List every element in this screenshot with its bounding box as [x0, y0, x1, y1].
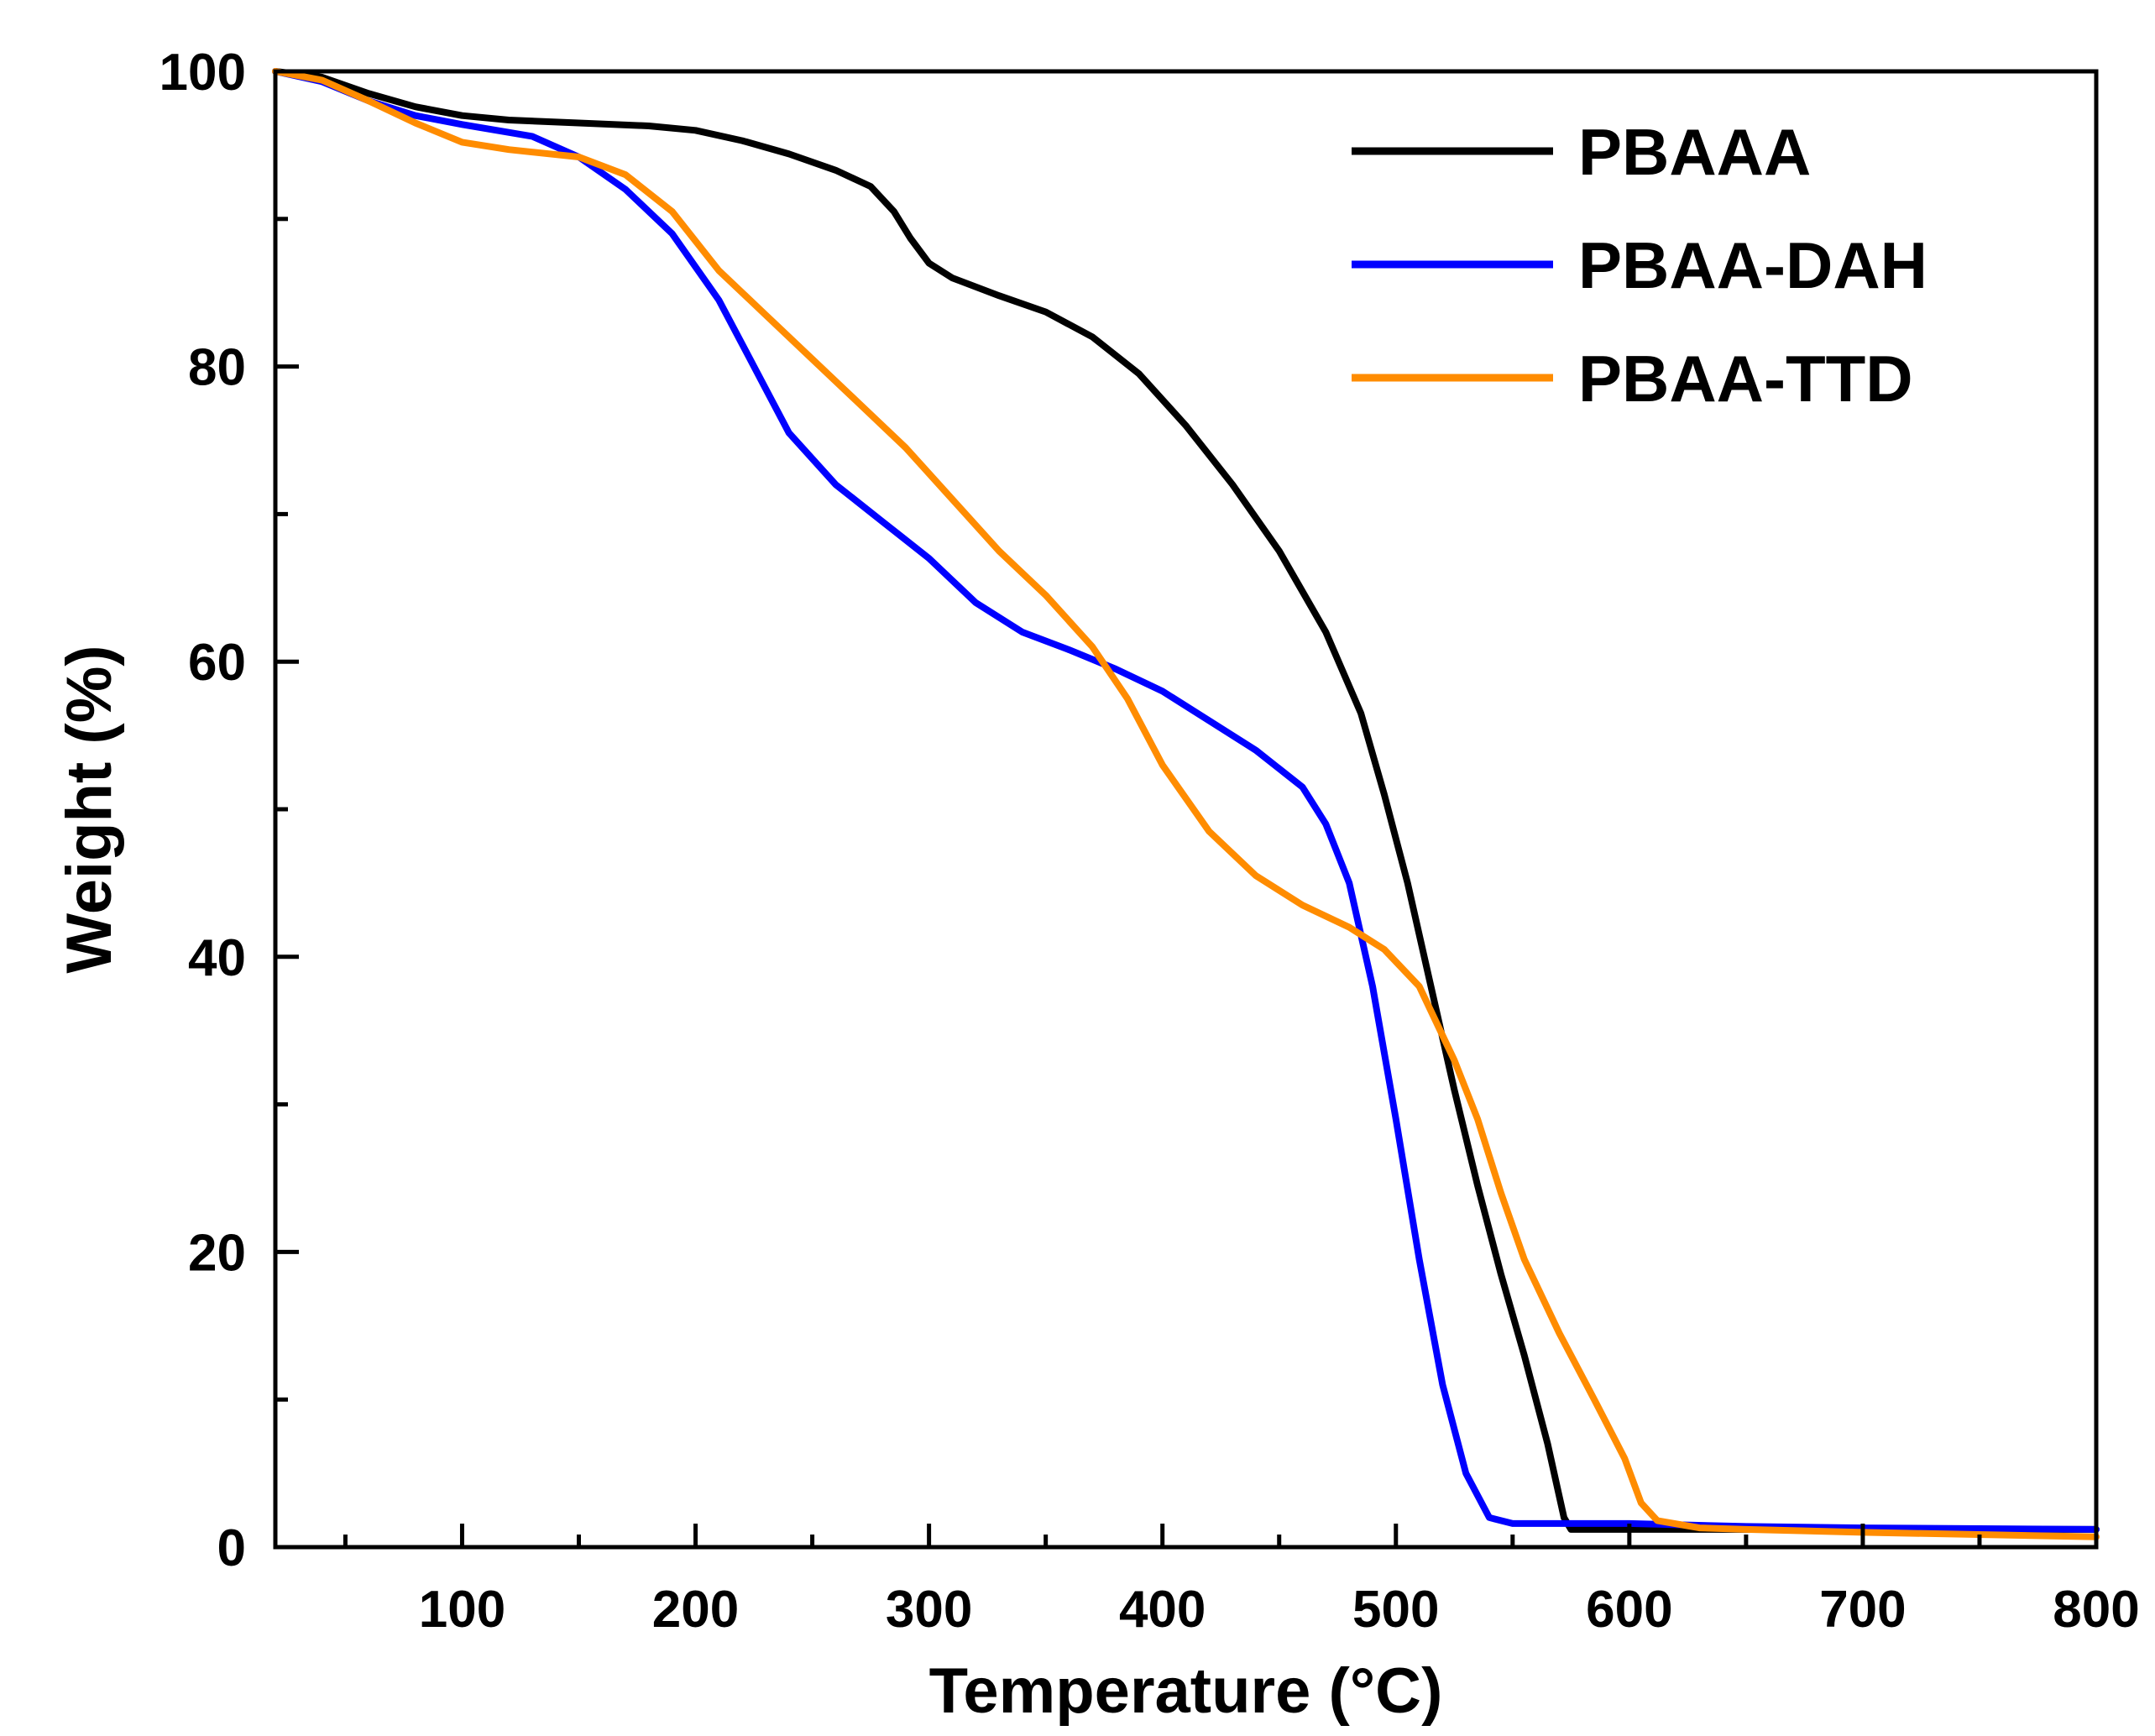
y-tick-label: 0	[217, 1519, 246, 1577]
legend-label-pbaaa: PBAAA	[1578, 115, 1811, 189]
x-tick-label: 100	[419, 1581, 505, 1639]
legend: PBAAA PBAA-DAH PBAA-TTD	[1352, 115, 1927, 416]
y-tick-label: 20	[188, 1224, 246, 1282]
x-tick-label: 500	[1352, 1581, 1439, 1639]
x-tick-label: 600	[1586, 1581, 1672, 1639]
x-tick-label: 800	[2053, 1581, 2139, 1639]
legend-label-pbaa-dah: PBAA-DAH	[1578, 228, 1927, 302]
y-tick-label: 60	[188, 634, 246, 692]
series-line-pbaaa	[272, 68, 2100, 1533]
x-tick-label: 700	[1819, 1581, 1906, 1639]
x-tick-label: 200	[652, 1581, 739, 1639]
axis-tick-labels: 100 200 300 400 500 600 700 800 0 20 40 60 80 100	[160, 44, 2140, 1639]
y-tick-label: 80	[188, 339, 246, 397]
x-axis-title: Temperature (°C)	[929, 1655, 1443, 1727]
y-axis-title: Weight (%)	[54, 645, 125, 973]
legend-label-pbaa-ttd: PBAA-TTD	[1578, 342, 1913, 416]
y-tick-label: 40	[188, 929, 246, 987]
x-tick-label: 400	[1119, 1581, 1206, 1639]
y-tick-label: 100	[160, 44, 246, 102]
axis-ticks	[275, 69, 2099, 1550]
x-tick-label: 300	[886, 1581, 972, 1639]
series-line-pbaa-ttd	[272, 68, 2100, 1540]
plot-lines	[272, 68, 2100, 1540]
